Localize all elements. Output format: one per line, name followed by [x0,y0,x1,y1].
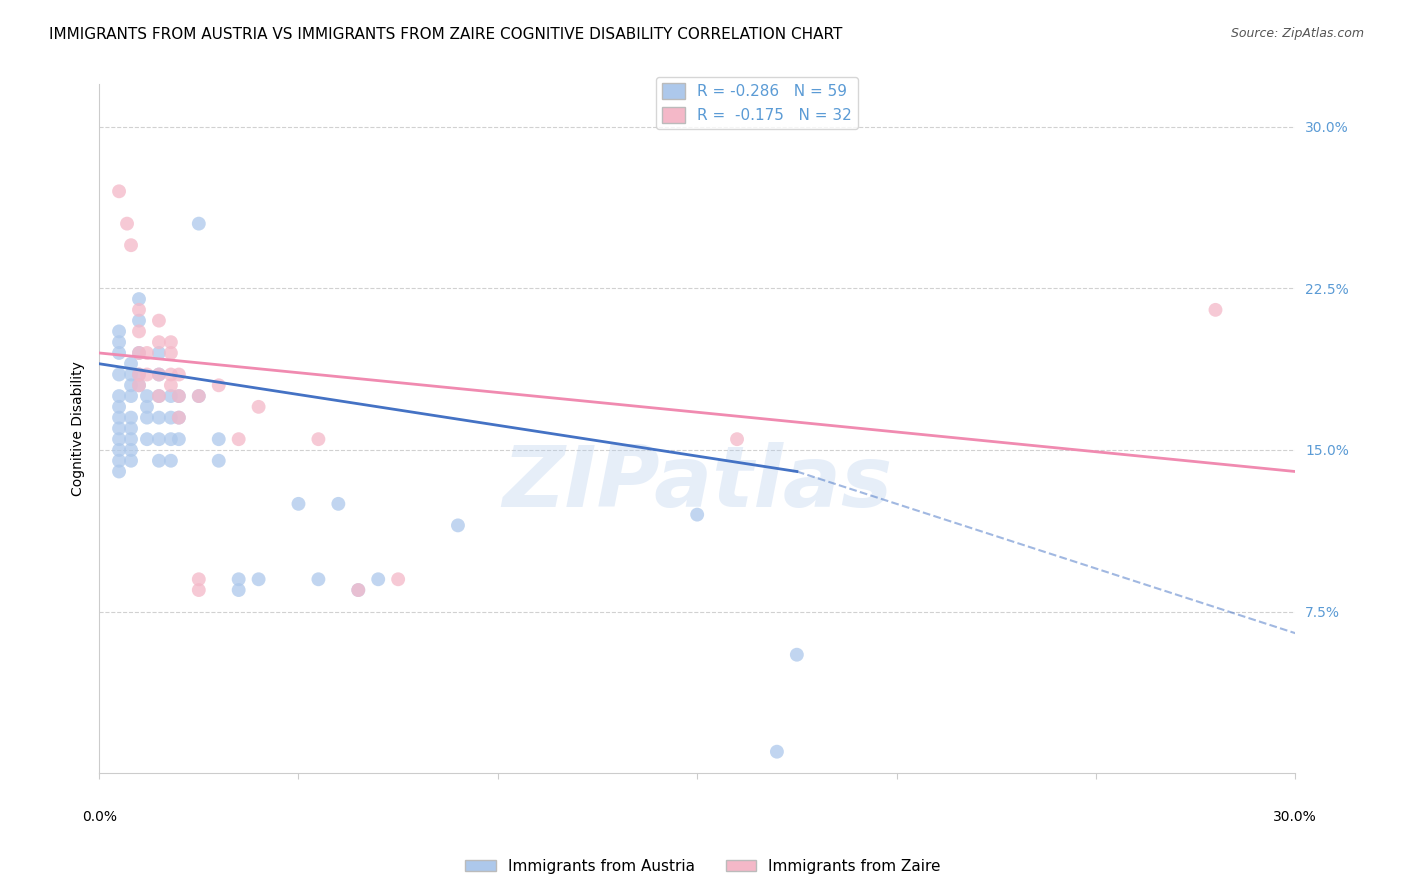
Point [167,432,190,446]
Point [347,582,370,597]
Point [120,421,142,435]
Point [136,368,159,382]
Point [128,302,150,317]
Point [208,378,231,392]
Point [148,410,170,425]
Point [328,497,350,511]
Point [115,217,138,231]
Point [108,400,131,414]
Point [108,421,131,435]
Point [108,442,131,457]
Point [228,582,250,597]
Point [160,335,183,350]
Point [167,410,190,425]
Point [128,313,150,327]
Point [108,325,131,339]
Point [447,518,470,533]
Point [160,368,183,382]
Point [136,346,159,360]
Point [187,217,209,231]
Point [160,410,183,425]
Point [136,432,159,446]
Point [128,325,150,339]
Text: Source: ZipAtlas.com: Source: ZipAtlas.com [1230,27,1364,40]
Point [108,184,131,198]
Point [160,454,183,468]
Point [786,648,808,662]
Point [208,454,231,468]
Point [108,432,131,446]
Text: 30.0%: 30.0% [1274,810,1317,823]
Point [148,368,170,382]
Point [387,572,409,586]
Point [148,432,170,446]
Point [120,368,142,382]
Point [167,410,190,425]
Point [120,389,142,403]
Point [128,292,150,306]
Point [148,335,170,350]
Point [136,410,159,425]
Point [1204,302,1226,317]
Point [120,454,142,468]
Point [108,368,131,382]
Point [160,378,183,392]
Point [148,313,170,327]
Point [120,410,142,425]
Point [128,378,150,392]
Point [128,368,150,382]
Point [108,389,131,403]
Point [148,346,170,360]
Point [347,582,370,597]
Point [247,400,270,414]
Legend: Immigrants from Austria, Immigrants from Zaire: Immigrants from Austria, Immigrants from… [460,853,946,880]
Point [766,745,789,759]
Point [167,368,190,382]
Point [120,432,142,446]
Point [307,572,329,586]
Point [228,432,250,446]
Point [247,572,270,586]
Point [208,432,231,446]
Point [228,572,250,586]
Point [120,357,142,371]
Point [148,454,170,468]
Point [108,346,131,360]
Point [108,335,131,350]
Text: 0.0%: 0.0% [82,810,117,823]
Point [128,346,150,360]
Point [187,572,209,586]
Point [187,389,209,403]
Point [367,572,389,586]
Point [167,389,190,403]
Point [108,454,131,468]
Y-axis label: Cognitive Disability: Cognitive Disability [72,361,86,496]
Point [128,378,150,392]
Point [160,432,183,446]
Point [160,346,183,360]
Point [167,389,190,403]
Point [108,465,131,479]
Point [120,378,142,392]
Point [187,582,209,597]
Point [148,389,170,403]
Point [148,368,170,382]
Point [187,389,209,403]
Point [307,432,329,446]
Point [287,497,309,511]
Legend: R = -0.286   N = 59, R =  -0.175   N = 32: R = -0.286 N = 59, R = -0.175 N = 32 [657,78,858,129]
Text: IMMIGRANTS FROM AUSTRIA VS IMMIGRANTS FROM ZAIRE COGNITIVE DISABILITY CORRELATIO: IMMIGRANTS FROM AUSTRIA VS IMMIGRANTS FR… [49,27,842,42]
Point [686,508,709,522]
Point [120,442,142,457]
Point [128,368,150,382]
Point [120,238,142,252]
Point [148,389,170,403]
Point [108,410,131,425]
Point [136,400,159,414]
Point [160,389,183,403]
Point [128,346,150,360]
Text: ZIPatlas: ZIPatlas [502,442,893,525]
Point [136,389,159,403]
Point [725,432,748,446]
